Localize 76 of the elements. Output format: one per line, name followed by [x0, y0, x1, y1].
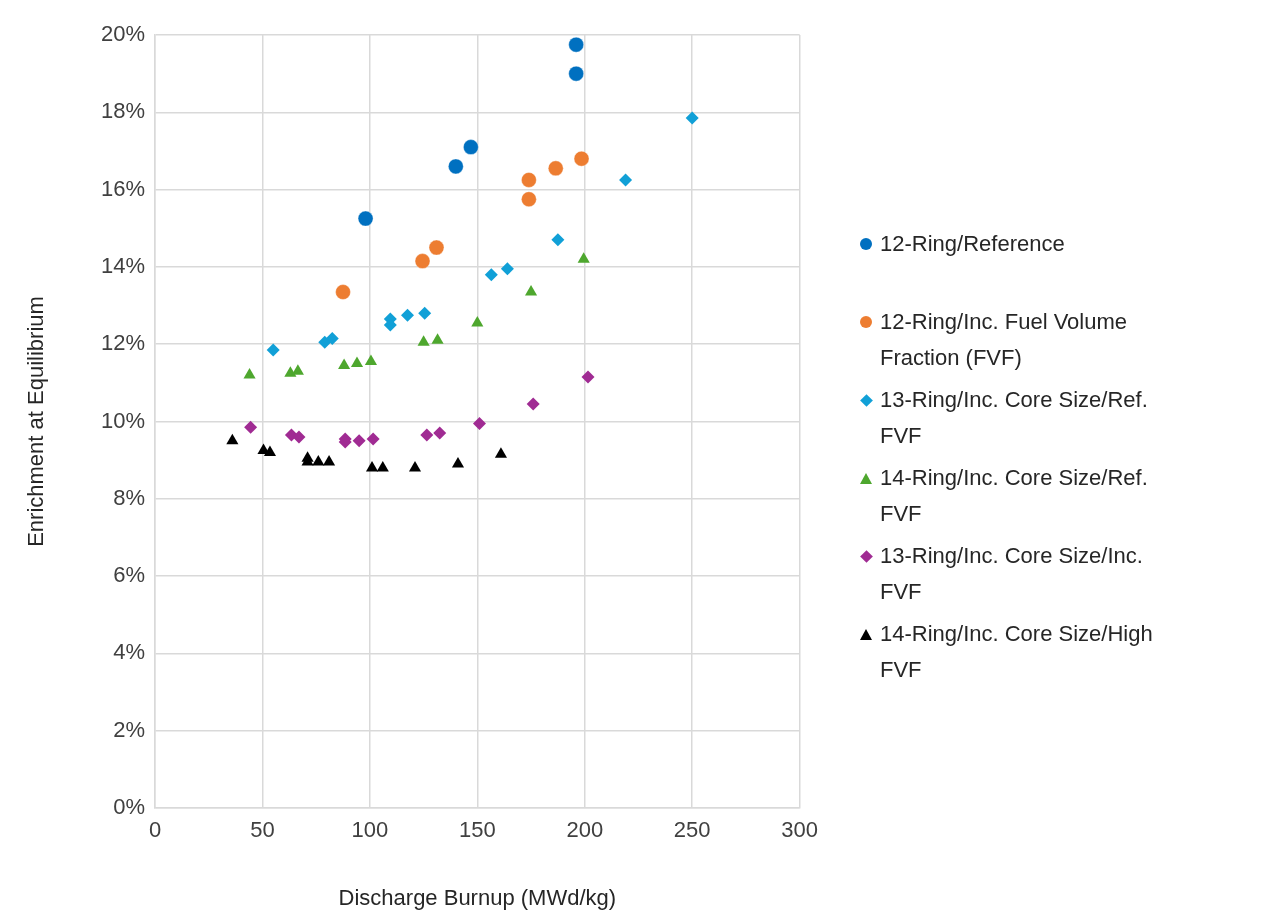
point [494, 447, 508, 458]
point [414, 253, 431, 270]
point [568, 36, 585, 53]
point [428, 239, 445, 256]
point [451, 457, 465, 468]
point [420, 428, 434, 442]
y-tick-label: 4% [113, 639, 145, 665]
point [500, 262, 514, 276]
y-tick-label: 6% [113, 562, 145, 588]
x-tick-label: 200 [566, 817, 604, 843]
point [335, 284, 352, 301]
y-axis-title: Enrichment at Equilibrium [23, 296, 49, 547]
x-tick-label: 300 [781, 817, 819, 843]
point [577, 252, 590, 263]
y-tick-label: 16% [100, 175, 145, 201]
legend-label: 12-Ring/Inc. Fuel Volume Fraction (FVF) [880, 308, 1129, 372]
point [418, 306, 432, 320]
point [447, 158, 464, 175]
point [244, 420, 258, 434]
point [365, 460, 379, 472]
y-tick-label: 8% [113, 484, 145, 510]
point [551, 233, 565, 247]
y-tick-label: 20% [100, 21, 145, 47]
x-tick-label: 150 [458, 817, 496, 843]
point [226, 433, 239, 445]
point [462, 139, 479, 156]
point [417, 335, 430, 346]
y-tick-label: 12% [100, 330, 145, 356]
point [524, 285, 538, 296]
x-axis-title: Discharge Burnup (MWd/kg) [338, 884, 617, 910]
point [292, 430, 306, 444]
point [685, 111, 699, 125]
point [408, 460, 422, 472]
point [284, 366, 297, 377]
legend-label: 13-Ring/Inc. Core Size/Inc. FVF [880, 542, 1144, 606]
point [520, 171, 537, 188]
point [243, 368, 256, 379]
point [366, 432, 380, 446]
legend-label: 12-Ring/Reference [880, 230, 1065, 258]
y-tick-label: 10% [100, 407, 145, 433]
point [352, 434, 366, 448]
point [484, 268, 498, 282]
legend-label: 13-Ring/Inc. Core Size/Ref. FVF [880, 386, 1149, 450]
point [338, 358, 351, 369]
point [547, 160, 564, 177]
y-tick-label: 0% [113, 794, 145, 820]
point [431, 333, 444, 344]
point [312, 455, 325, 466]
point [520, 191, 537, 208]
point [322, 455, 336, 466]
point [573, 150, 590, 167]
point [266, 343, 280, 357]
point [318, 335, 332, 349]
point [376, 460, 389, 472]
point [568, 65, 585, 82]
y-tick-label: 18% [100, 98, 145, 124]
legend-label: 14-Ring/Inc. Core Size/Ref. FVF [880, 464, 1149, 528]
x-tick-label: 100 [351, 817, 389, 843]
y-tick-label: 2% [113, 716, 145, 742]
point [472, 416, 486, 430]
point [433, 426, 447, 440]
point [357, 210, 374, 227]
point [364, 354, 378, 366]
point [325, 331, 339, 345]
y-tick-label: 14% [100, 252, 145, 278]
point [263, 445, 277, 456]
point [581, 370, 595, 384]
legend-label: 14-Ring/Inc. Core Size/High FVF [880, 620, 1154, 684]
point [619, 173, 633, 187]
point [526, 397, 540, 411]
x-tick-label: 50 [250, 817, 275, 843]
point [471, 315, 484, 327]
x-tick-label: 250 [673, 817, 711, 843]
x-tick-label: 0 [148, 817, 162, 843]
point [350, 356, 364, 368]
point [400, 308, 414, 322]
